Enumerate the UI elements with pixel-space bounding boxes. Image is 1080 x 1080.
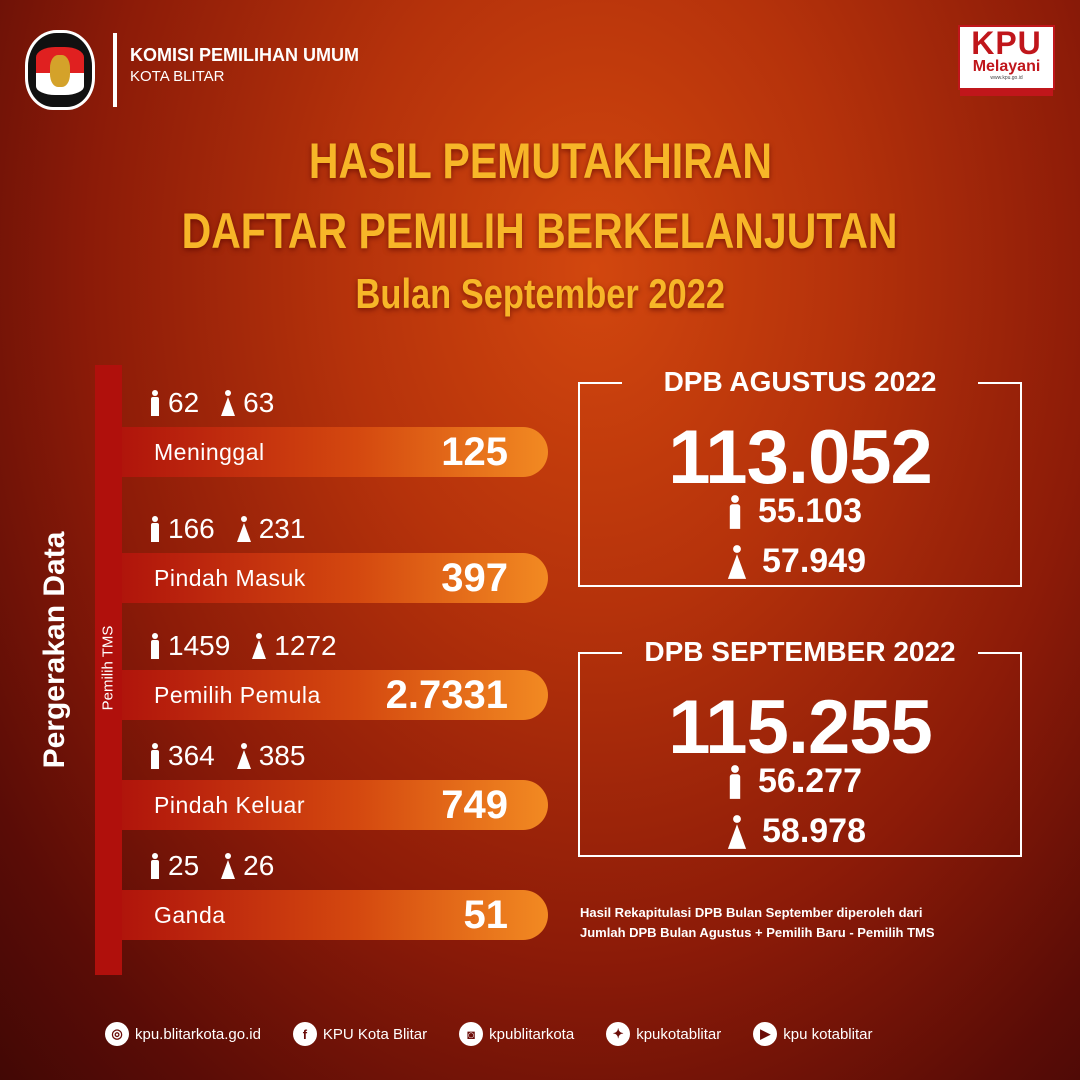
box-title: DPB SEPTEMBER 2022 bbox=[644, 636, 956, 667]
male-icon bbox=[150, 516, 160, 542]
category-bar: Meninggal 125 bbox=[122, 427, 548, 477]
category-bar: Pindah Masuk 397 bbox=[122, 553, 548, 603]
category-label: Pindah Keluar bbox=[154, 791, 305, 818]
female-icon bbox=[727, 814, 747, 849]
instagram-icon: ◙ bbox=[459, 1022, 484, 1046]
facebook-icon: f bbox=[292, 1022, 317, 1046]
box-title: DPB AGUSTUS 2022 bbox=[663, 366, 937, 397]
category-bar: Pemilih Pemula 2.7331 bbox=[122, 670, 548, 720]
female-count: 1272 bbox=[274, 630, 337, 661]
twitter-icon: ✦ bbox=[606, 1022, 631, 1046]
male-count: 1459 bbox=[168, 630, 231, 661]
row-counts: 1459 1272 bbox=[150, 630, 359, 662]
title-line-3: Bulan September 2022 bbox=[355, 270, 725, 317]
female-icon bbox=[221, 390, 236, 416]
box-male: 55.103 bbox=[758, 492, 862, 530]
row-counts: 62 63 bbox=[150, 387, 296, 419]
category-total: 51 bbox=[463, 892, 509, 937]
row-counts: 364 385 bbox=[150, 740, 327, 772]
category-bar: Ganda 51 bbox=[122, 890, 548, 940]
badge-sub: Melayani bbox=[972, 58, 1041, 75]
female-count: 63 bbox=[243, 387, 275, 418]
org-city: KOTA BLITAR bbox=[130, 68, 225, 85]
box-female: 57.949 bbox=[762, 542, 866, 580]
youtube-icon: ▶ bbox=[753, 1022, 778, 1046]
footer-twitter[interactable]: ✦ kpukotablitar bbox=[606, 1022, 721, 1046]
row-counts: 166 231 bbox=[150, 513, 327, 545]
box-male: 56.277 bbox=[758, 762, 862, 800]
org-name: KOMISI PEMILIHAN UMUM bbox=[130, 45, 359, 65]
badge-url: www.kpu.go.id bbox=[990, 75, 1023, 81]
category-label: Pemilih Pemula bbox=[154, 681, 321, 708]
male-count: 25 bbox=[168, 850, 200, 881]
male-count: 62 bbox=[168, 387, 200, 418]
footer-instagram[interactable]: ◙ kpublitarkota bbox=[459, 1022, 574, 1046]
category-label: Pindah Masuk bbox=[154, 564, 306, 591]
category-total: 125 bbox=[441, 429, 508, 474]
female-icon bbox=[221, 853, 236, 879]
male-icon bbox=[150, 853, 160, 879]
category-label: Meninggal bbox=[154, 438, 265, 465]
row-counts: 25 26 bbox=[150, 850, 296, 882]
footer-website[interactable]: ◎ kpu.blitarkota.go.id bbox=[105, 1022, 261, 1046]
side-label: Pergerakan Data bbox=[38, 531, 71, 769]
footnote: Hasil Rekapitulasi DPB Bulan September d… bbox=[580, 903, 935, 943]
side-sublabel: Pemilih TMS bbox=[99, 625, 117, 711]
box-september: DPB SEPTEMBER 2022 115.255 56.277 58.978 bbox=[578, 636, 1022, 857]
male-icon bbox=[150, 743, 160, 769]
male-icon bbox=[729, 494, 742, 529]
male-icon bbox=[150, 390, 160, 416]
title-line-1: HASIL PEMUTAKHIRAN bbox=[308, 133, 772, 189]
male-icon bbox=[150, 633, 160, 659]
header-divider bbox=[113, 33, 117, 107]
female-icon bbox=[252, 633, 267, 659]
category-total: 749 bbox=[441, 782, 508, 827]
kpu-emblem-logo bbox=[25, 30, 95, 110]
social-footer: ◎ kpu.blitarkota.go.id f KPU Kota Blitar ◙… bbox=[105, 1022, 872, 1046]
female-count: 231 bbox=[258, 513, 306, 544]
kpu-melayani-logo: KPU Melayani www.kpu.go.id bbox=[958, 25, 1055, 96]
category-total: 2.7331 bbox=[385, 672, 508, 717]
side-bar bbox=[95, 365, 122, 975]
globe-icon: ◎ bbox=[105, 1022, 129, 1046]
footer-facebook[interactable]: f KPU Kota Blitar bbox=[292, 1022, 427, 1046]
male-count: 364 bbox=[168, 740, 215, 771]
box-total: 113.052 bbox=[668, 415, 933, 500]
category-total: 397 bbox=[441, 555, 508, 600]
box-august: DPB AGUSTUS 2022 113.052 55.103 57.949 bbox=[578, 366, 1022, 587]
female-icon bbox=[236, 516, 251, 542]
garuda-icon bbox=[50, 55, 70, 87]
box-total: 115.255 bbox=[668, 685, 933, 770]
footer-youtube[interactable]: ▶ kpu kotablitar bbox=[753, 1022, 872, 1046]
female-count: 26 bbox=[243, 850, 275, 881]
category-bar: Pindah Keluar 749 bbox=[122, 780, 548, 830]
footnote-line-1: Hasil Rekapitulasi DPB Bulan September d… bbox=[580, 905, 923, 920]
female-count: 385 bbox=[258, 740, 306, 771]
female-icon bbox=[727, 544, 747, 579]
box-female: 58.978 bbox=[762, 812, 866, 850]
category-label: Ganda bbox=[154, 901, 226, 928]
footnote-line-2: Jumlah DPB Bulan Agustus + Pemilih Baru … bbox=[580, 925, 935, 940]
title-line-2: DAFTAR PEMILIH BERKELANJUTAN bbox=[182, 203, 898, 259]
male-count: 166 bbox=[168, 513, 215, 544]
female-icon bbox=[236, 743, 251, 769]
male-icon bbox=[729, 764, 742, 799]
badge-main: KPU bbox=[971, 25, 1042, 61]
